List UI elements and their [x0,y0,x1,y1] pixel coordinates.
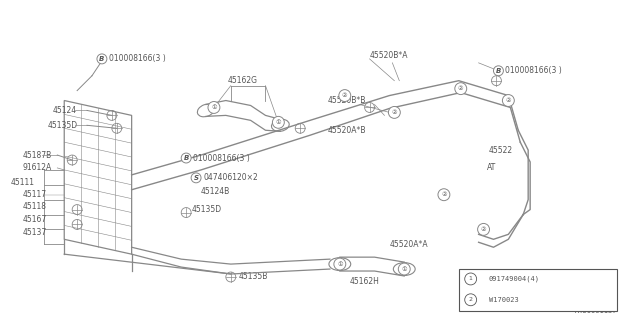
Text: 010008166(3 ): 010008166(3 ) [109,54,166,63]
Text: 45520A*A: 45520A*A [389,240,428,249]
Circle shape [493,66,504,76]
Text: ②: ② [458,86,463,91]
Circle shape [339,90,351,101]
Text: 45135D: 45135D [191,205,221,214]
Text: 091749004(4): 091749004(4) [488,276,540,282]
Circle shape [191,173,201,183]
Text: 047406120×2: 047406120×2 [203,173,258,182]
Text: B: B [99,56,104,62]
Circle shape [438,189,450,201]
Text: ①: ① [337,261,342,267]
Text: 45137: 45137 [22,228,47,237]
Text: 45124: 45124 [52,106,76,115]
Text: AT: AT [486,164,496,172]
Circle shape [465,294,477,306]
Circle shape [273,116,284,128]
Circle shape [398,263,410,275]
Text: 45520A*B: 45520A*B [328,126,367,135]
Text: 45187B: 45187B [22,150,52,160]
Text: W170023: W170023 [488,297,518,303]
Text: 010008166(3 ): 010008166(3 ) [506,66,562,75]
Text: 45118: 45118 [22,202,47,211]
Text: 45124B: 45124B [201,187,230,196]
Text: ②: ② [392,110,397,115]
Text: ②: ② [342,93,348,98]
Circle shape [97,54,107,64]
Text: 91612A: 91612A [22,164,52,172]
Text: B: B [496,68,501,74]
Text: B: B [184,155,189,161]
Text: ②: ② [506,98,511,103]
Text: 1: 1 [468,276,472,282]
Text: 45522: 45522 [488,146,513,155]
Text: 45111: 45111 [11,178,35,187]
Circle shape [502,95,515,107]
Text: A450001137: A450001137 [575,308,618,314]
Circle shape [455,83,467,95]
Text: ①: ① [211,105,217,110]
Text: 45167: 45167 [22,215,47,224]
Text: 45135D: 45135D [47,121,77,130]
Text: 010008166(3 ): 010008166(3 ) [193,154,250,163]
Text: ②: ② [441,192,447,197]
Text: 45520B*A: 45520B*A [369,52,408,60]
Text: 45162G: 45162G [228,76,258,85]
Text: 45135B: 45135B [239,272,268,282]
Text: ②: ② [481,227,486,232]
Text: ①: ① [276,120,281,125]
Circle shape [477,223,490,235]
Text: S: S [193,175,198,181]
Circle shape [181,153,191,163]
Text: ①: ① [401,267,407,272]
Bar [459,269,618,311]
Text: 45117: 45117 [22,190,47,199]
Circle shape [465,273,477,285]
Text: 45520B*B: 45520B*B [328,96,366,105]
Circle shape [334,258,346,270]
Circle shape [208,101,220,113]
Text: 2: 2 [468,297,473,302]
Text: 45162H: 45162H [349,277,380,286]
Circle shape [388,107,400,118]
